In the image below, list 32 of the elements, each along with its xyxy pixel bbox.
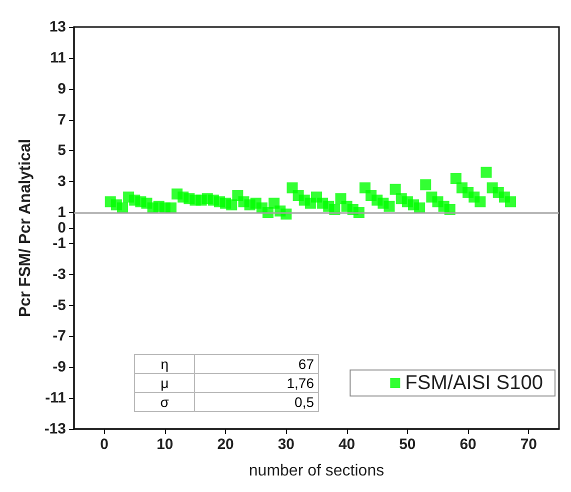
x-tick-label: 30 — [278, 436, 295, 453]
x-tick-label: 50 — [399, 436, 416, 453]
y-tick-label: 1 — [58, 204, 66, 222]
y-tick-label: -1 — [52, 234, 66, 252]
x-tick-label: 40 — [338, 436, 356, 453]
y-tick-label: 13 — [49, 18, 66, 36]
y-axis-title: Pcr FSM/ Pcr Analytical — [16, 138, 34, 318]
annotation: 67 — [194, 354, 318, 374]
annotation: η — [134, 354, 195, 374]
y-tick-label: -13 — [44, 420, 66, 438]
x-tick-label: 20 — [217, 436, 234, 453]
annotation: 1,76 — [194, 374, 318, 392]
x-tick-label: 10 — [156, 436, 174, 453]
y-tick-label: 0 — [58, 220, 66, 236]
y-tick-label: 7 — [58, 111, 66, 128]
legend-label: FSM/AISI S100 — [405, 372, 544, 394]
y-tick-label: 3 — [58, 173, 66, 190]
y-tick-label: 9 — [58, 80, 66, 98]
y-tick-label: -3 — [52, 266, 66, 283]
y-tick-label: 11 — [50, 49, 66, 66]
y-tick-label: -7 — [52, 328, 66, 345]
annotation: 0,5 — [194, 392, 318, 412]
annotation: μ — [134, 374, 195, 392]
x-tick-label: 0 — [100, 436, 108, 453]
y-tick-label: -11 — [45, 390, 66, 407]
y-tick-label: -9 — [52, 358, 66, 376]
y-tick-label: -5 — [52, 296, 66, 314]
x-tick-label: 60 — [460, 436, 476, 453]
y-tick-label: 5 — [58, 142, 66, 160]
annotation: σ — [134, 392, 195, 412]
x-axis-title: number of sections — [248, 462, 384, 480]
x-tick-label: 70 — [520, 436, 538, 453]
